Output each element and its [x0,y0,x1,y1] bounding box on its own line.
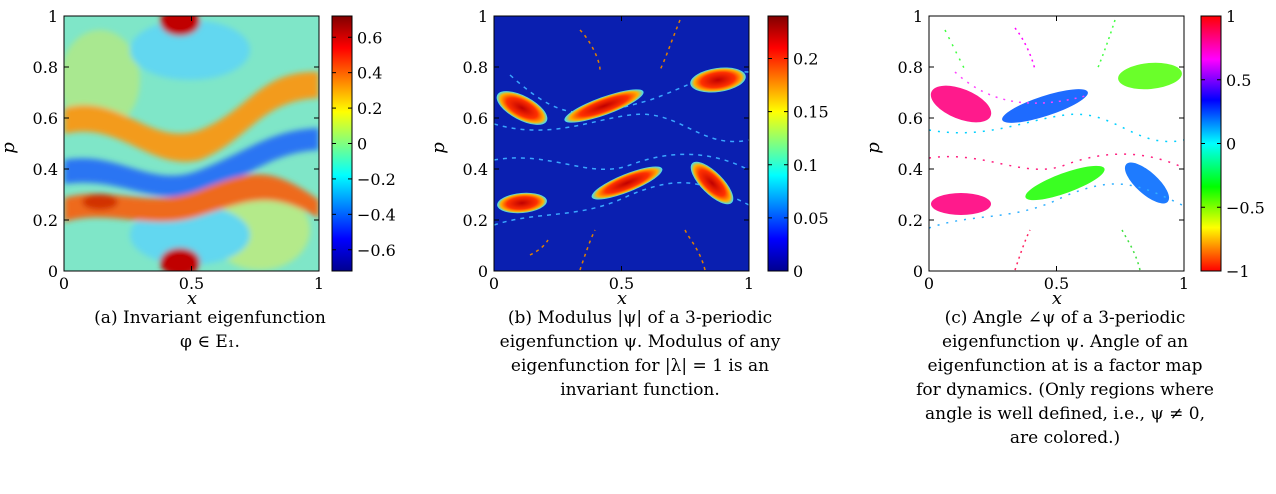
x-tick-label: 0.5 [179,274,204,293]
figure-panel-b: 0 0.5 1 0 0.2 0.4 0.6 0.8 1 x p 0.2 0.15 0.1 0.05 0 … [428,0,850,494]
caption-line: (a) Invariant eigenfunction [94,308,326,328]
colorbar-ticks-b: 0.2 0.15 0.1 0.05 0 [768,50,829,281]
y-tick-label: 0.6 [898,109,923,128]
y-tick-label: 0.2 [33,211,58,230]
ticks-a: 0 0.5 1 0 0.2 0.4 0.6 0.8 1 [33,7,325,293]
caption-line: invariant function. [560,380,720,400]
colorbar-tick-label: 0.5 [1226,71,1251,90]
xlabel-b: x [617,288,627,309]
y-tick-label: 0.6 [463,109,488,128]
x-tick-label: 0.5 [609,274,634,293]
y-tick-label: 0.4 [33,160,58,179]
colorbar-tick-label: 0.2 [357,99,382,118]
colorbar-tick-label: 0 [357,135,367,154]
caption-a: (a) Invariant eigenfunction φ ∈ E₁. [40,306,380,354]
colorbar-tick-label: −0.6 [357,241,396,260]
colorbar-tick-label: 1 [1226,7,1236,26]
figure-panel-a: 0 0.5 1 0 0.2 0.4 0.6 0.8 1 x p 0.6 0.4 0.2 0 −0.2 −0… [0,0,420,494]
colorbar-ticks-c: 1 0.5 0 −0.5 −1 [1201,7,1265,281]
colorbar-ticks-a: 0.6 0.4 0.2 0 −0.2 −0.4 −0.6 [332,28,396,260]
caption-line: eigenfunction for |λ| = 1 is an [510,356,770,376]
x-tick-label: 1 [314,274,324,293]
colorbar-b [767,15,789,272]
x-tick-label: 0 [59,274,69,293]
x-tick-label: 0 [924,274,934,293]
heatmap-a [64,16,319,271]
y-tick-label: 1 [478,7,488,26]
colorbar-tick-label: 0.1 [793,156,818,175]
plot-c: 0 0.5 1 0 0.2 0.4 0.6 0.8 1 x p 1 0.5 0 −0.5 −1 [863,7,1265,309]
y-tick-label: 1 [48,7,58,26]
ylabel-b: p [428,142,449,154]
y-tick-label: 0.4 [463,160,488,179]
y-tick-label: 0.8 [898,58,923,77]
caption-b: (b) Modulus |ψ| of a 3-periodic eigenfun… [440,306,840,402]
colorbar-tick-label: −0.2 [357,170,396,189]
ticks-c: 0 0.5 1 0 0.2 0.4 0.6 0.8 1 [898,7,1190,293]
colorbar-tick-label: 0 [1226,135,1236,154]
colorbar-tick-label: 0 [793,262,803,281]
figure-panel-c: 0 0.5 1 0 0.2 0.4 0.6 0.8 1 x p 1 0.5 0 −0.5 −1 (c) … [863,0,1276,494]
colorbar-tick-label: 0.4 [357,64,382,83]
colorbar-tick-label: −0.5 [1226,198,1265,217]
colorbar-tick-label: 0.2 [793,50,818,69]
colorbar-tick-label: −0.4 [357,205,396,224]
plot-a: 0 0.5 1 0 0.2 0.4 0.6 0.8 1 x p 0.6 0.4 0.2 0 −0.2 −0… [0,7,396,309]
caption-c: (c) Angle ∠ψ of a 3-periodic eigenfuncti… [865,306,1265,450]
caption-line: eigenfunction at is a factor map [927,356,1203,376]
colorbar-tick-label: −1 [1226,262,1250,281]
x-tick-label: 1 [744,274,754,293]
phase-map-c [929,16,1184,271]
y-tick-label: 0 [48,262,58,281]
heatmap-b [494,16,749,271]
colorbar-tick-label: 0.15 [793,103,829,122]
colorbar-tick-label: 0.05 [793,209,829,228]
caption-line: φ ∈ E₁. [180,332,240,352]
ylabel-a: p [0,142,19,154]
x-tick-label: 1 [1179,274,1189,293]
caption-line: angle is well defined, i.e., ψ ≠ 0, [924,404,1206,424]
y-tick-label: 0.4 [898,160,923,179]
xlabel-c: x [1052,288,1062,309]
xlabel-a: x [187,288,197,309]
y-tick-label: 1 [913,7,923,26]
caption-line: (b) Modulus |ψ| of a 3-periodic [507,308,773,328]
plot-b: 0 0.5 1 0 0.2 0.4 0.6 0.8 1 x p 0.2 0.15 0.1 0.05 0 [428,7,829,309]
y-tick-label: 0.6 [33,109,58,128]
colorbar-tick-label: 0.6 [357,28,382,47]
y-tick-label: 0.8 [33,58,58,77]
y-tick-label: 0.2 [898,211,923,230]
y-tick-label: 0 [478,262,488,281]
ticks-b: 0 0.5 1 0 0.2 0.4 0.6 0.8 1 [463,7,755,293]
caption-line: eigenfunction ψ. Modulus of any [499,332,781,352]
x-tick-label: 0 [489,274,499,293]
x-tick-label: 0.5 [1044,274,1069,293]
y-tick-label: 0.2 [463,211,488,230]
y-tick-label: 0.8 [463,58,488,77]
ylabel-c: p [863,142,884,154]
y-tick-label: 0 [913,262,923,281]
caption-line: for dynamics. (Only regions where [916,380,1214,400]
caption-line: (c) Angle ∠ψ of a 3-periodic [944,308,1186,328]
caption-line: are colored.) [1009,428,1121,448]
caption-line: eigenfunction ψ. Angle of an [941,332,1189,352]
